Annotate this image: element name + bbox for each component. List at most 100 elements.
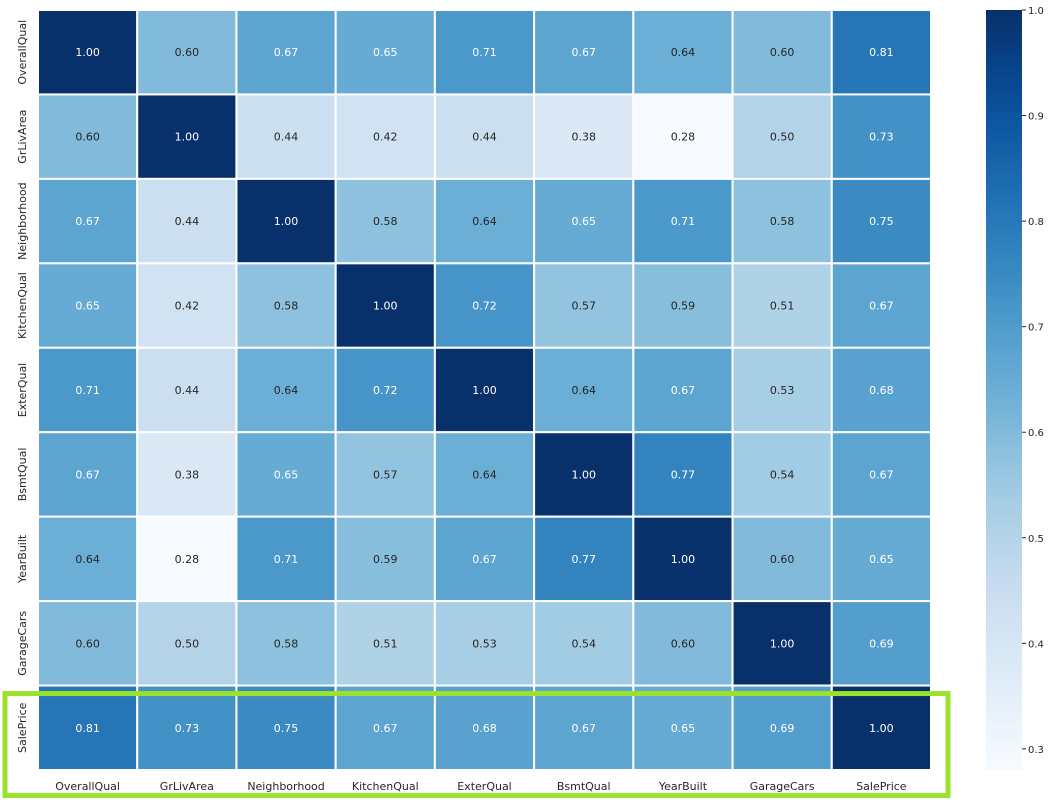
cell-value-label: 0.58 [373,215,398,228]
cell-value-label: 0.54 [571,637,596,650]
cell-value-label: 0.65 [869,553,894,566]
cell-value-label: 0.71 [472,46,497,59]
heatmap-cell [433,431,536,518]
cell-value-label: 0.64 [472,215,497,228]
heatmap-cell [830,177,932,265]
cell-value-label: 0.68 [869,384,894,397]
cell-value-label: 0.60 [671,637,696,650]
x-tick-label: Neighborhood [247,780,324,793]
heatmap-cell [136,431,238,518]
cell-value-label: 0.64 [274,384,299,397]
x-tick-label: SalePrice [856,780,907,793]
heatmap-cell [235,93,337,180]
cell-value-label: 1.00 [571,468,596,481]
cell-value-label: 0.67 [75,468,100,481]
heatmap-cell [830,262,932,349]
heatmap-cell [136,262,238,349]
cell-value-label: 0.44 [274,131,299,144]
heatmap-cell [235,600,337,687]
cell-value-label: 0.67 [75,215,100,228]
cell-value-label: 0.65 [274,468,299,481]
heatmap-cell [433,93,536,180]
heatmap-cell [433,684,536,771]
cell-value-label: 0.60 [75,131,100,144]
highlight-box [2,691,951,799]
cell-value-label: 1.00 [472,384,497,397]
heatmap-cell [830,600,932,687]
cell-value-label: 1.00 [373,300,398,313]
heatmap-cell [632,93,734,180]
x-tick-label: BsmtQual [557,780,611,793]
heatmap-cell [334,600,436,687]
cell-value-label: 0.64 [472,468,497,481]
colorbar-tick-label: 0.3 [1028,745,1044,756]
cell-value-label: 0.57 [571,300,596,313]
cell-value-label: 0.38 [571,131,596,144]
y-tick-label: KitchenQual [16,272,29,339]
cell-value-label: 0.58 [274,637,299,650]
cell-value-label: 0.51 [373,637,398,650]
colorbar-tick-label: 1.0 [1028,6,1044,17]
cell-value-label: 0.75 [274,722,299,735]
cell-value-label: 0.60 [770,553,795,566]
cell-value-label: 1.00 [274,215,299,228]
cell-value-label: 0.77 [571,553,596,566]
cell-value-label: 1.00 [75,46,100,59]
heatmap-cell [632,600,734,687]
heatmap-cell [136,684,238,771]
cell-value-label: 0.71 [274,553,299,566]
y-tick-label: YearBuilt [16,534,29,584]
cell-value-label: 0.67 [869,300,894,313]
cell-value-label: 0.65 [671,722,696,735]
heatmap-cell [632,346,734,434]
cell-value-label: 0.81 [869,46,894,59]
heatmap-cell [731,431,833,518]
cell-value-label: 0.53 [472,637,497,650]
cell-value-label: 0.67 [571,722,596,735]
heatmap-cell [533,431,635,518]
heatmap-cell [334,684,436,771]
y-tick-label: OverallQual [16,20,29,85]
heatmap-cell [731,9,833,96]
heatmap-cell [433,177,536,265]
heatmap-cell [37,431,139,518]
cell-value-label: 0.51 [770,300,795,313]
cell-value-label: 0.58 [770,215,795,228]
cell-value-label: 0.72 [472,300,497,313]
heatmap-cell [830,93,932,180]
cell-value-label: 0.59 [671,300,696,313]
cell-value-label: 0.65 [75,300,100,313]
y-tick-label: SalePrice [16,702,29,753]
heatmap-cell [37,515,139,603]
heatmap-cell [533,600,635,687]
cell-value-label: 0.54 [770,468,795,481]
cell-value-label: 0.28 [671,131,696,144]
heatmap-cell [533,684,635,771]
heatmap-cell [136,9,238,96]
cell-value-label: 0.60 [175,46,200,59]
heatmap-cell [136,177,238,265]
cell-value-label: 0.60 [770,46,795,59]
colorbar-tick-label: 0.8 [1028,217,1044,228]
cell-value-label: 0.67 [373,722,398,735]
heatmap-cell [334,177,436,265]
heatmap-cell [37,600,139,687]
colorbar-tick-label: 0.6 [1028,428,1044,439]
cell-value-label: 0.64 [75,553,100,566]
heatmap-cell [235,431,337,518]
heatmap-cell [136,515,238,603]
cell-value-label: 0.59 [373,553,398,566]
x-tick-label: OverallQual [55,780,120,793]
heatmap-cell [433,600,536,687]
heatmap-cell [37,262,139,349]
cell-value-label: 0.67 [571,46,596,59]
heatmap-cell [235,177,337,265]
cell-value-label: 0.71 [671,215,696,228]
heatmap-cell [632,515,734,603]
y-tick-label: BsmtQual [16,448,29,502]
cell-value-label: 0.44 [175,215,200,228]
y-tick-label: ExterQual [16,363,29,418]
heatmap-cell [731,93,833,180]
cell-value-label: 0.28 [175,553,200,566]
cell-value-label: 0.64 [571,384,596,397]
